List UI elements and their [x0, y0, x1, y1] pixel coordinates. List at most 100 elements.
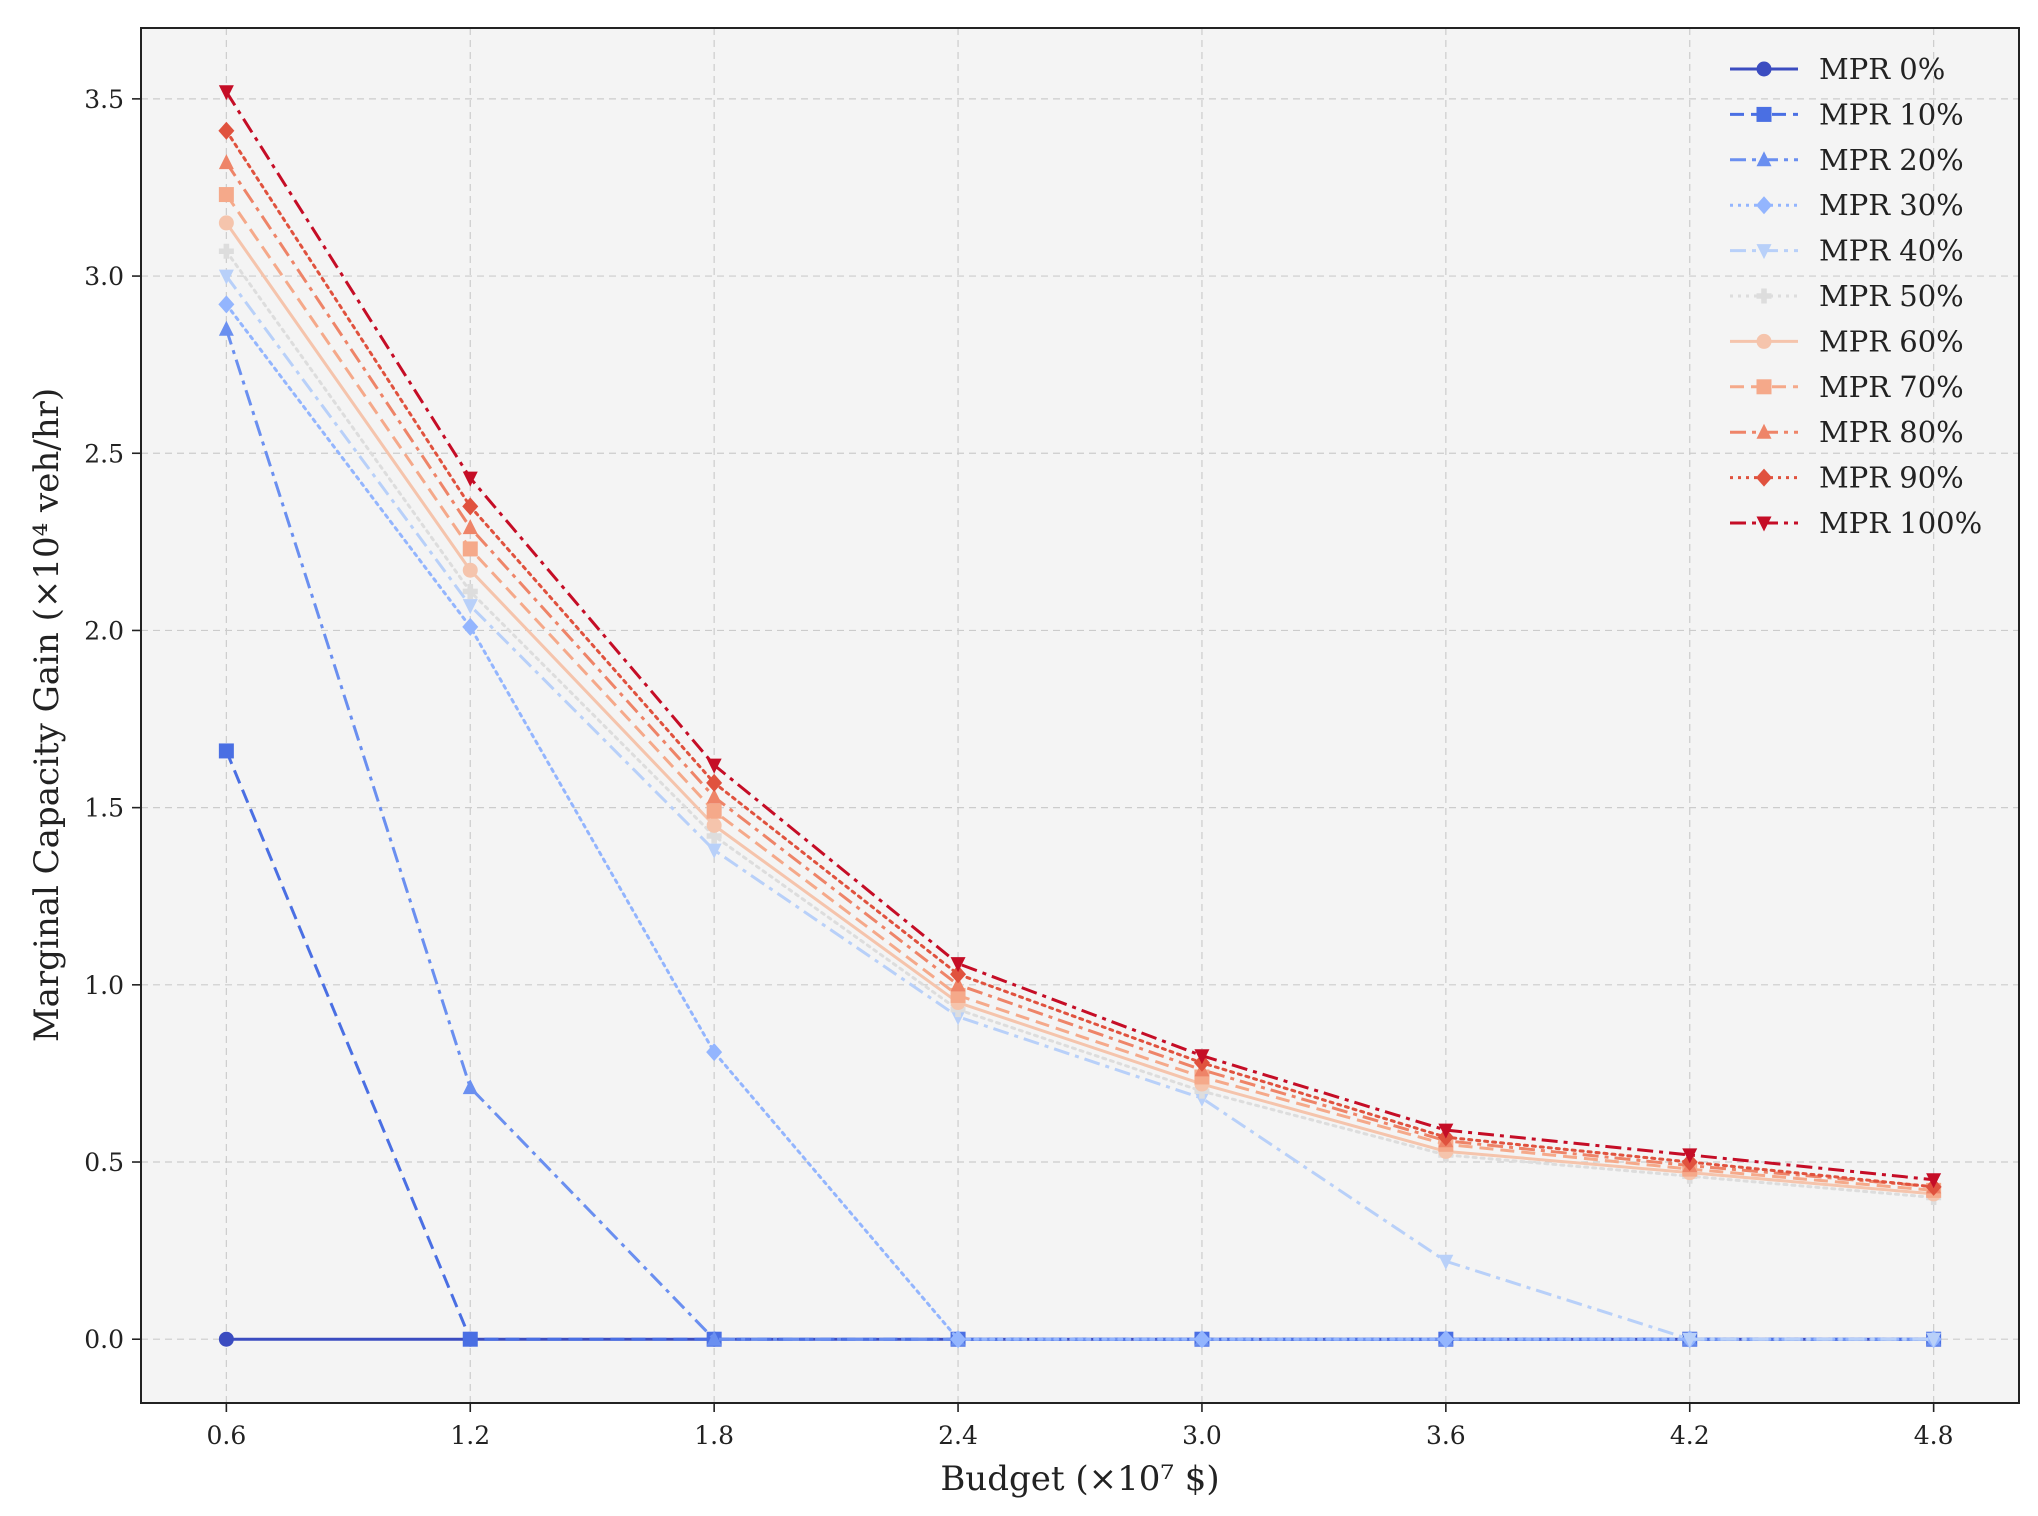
y-axis-label: Marginal Capacity Gain (×10⁴ veh/hr) — [27, 388, 67, 1042]
data-point — [1682, 1332, 1698, 1348]
data-point — [706, 1043, 723, 1062]
series-line — [224, 302, 1936, 1341]
y-tick-label: 0.0 — [84, 1325, 124, 1354]
data-point — [218, 269, 234, 285]
data-point — [218, 187, 234, 203]
data-point — [218, 743, 234, 759]
legend-marker — [1756, 333, 1772, 349]
data-point — [950, 987, 966, 1003]
legend-marker — [1756, 106, 1772, 122]
data-point — [218, 154, 234, 170]
x-tick-label: 2.4 — [938, 1421, 978, 1450]
legend-marker — [1756, 468, 1772, 487]
data-point — [1926, 1173, 1942, 1189]
data-point — [706, 817, 722, 833]
data-point — [218, 295, 235, 314]
series-layer — [218, 85, 1942, 1349]
series-group — [218, 85, 1942, 1189]
data-point — [1682, 1148, 1698, 1164]
data-point — [950, 957, 966, 973]
data-point — [950, 1330, 967, 1349]
data-point — [1437, 1330, 1454, 1349]
data-point — [1438, 1254, 1454, 1270]
series-line — [225, 222, 1934, 1196]
data-point — [462, 541, 478, 557]
data-point — [1193, 1330, 1210, 1349]
data-point — [462, 1079, 478, 1095]
y-tick-label: 0.5 — [84, 1148, 124, 1177]
data-point — [462, 519, 478, 535]
series-line — [225, 275, 1934, 1341]
data-point — [706, 843, 722, 859]
data-point — [218, 320, 234, 336]
series-line — [225, 90, 1934, 1182]
data-point — [706, 828, 722, 844]
data-point — [462, 471, 478, 487]
y-tick-label: 3.5 — [84, 85, 124, 114]
data-point — [462, 617, 479, 636]
data-point — [950, 965, 967, 984]
legend-marker — [1756, 423, 1772, 439]
data-point — [1194, 1091, 1210, 1107]
plot-area — [141, 28, 2019, 1403]
data-point — [706, 1330, 722, 1346]
legend-marker — [1756, 196, 1772, 215]
series-line — [225, 161, 1934, 1189]
series-line — [224, 129, 1936, 1189]
x-tick-label: 1.8 — [694, 1421, 734, 1450]
data-point — [1438, 1123, 1454, 1139]
x-tick-label: 3.6 — [1426, 1421, 1466, 1450]
plot-frame — [140, 27, 2020, 1404]
data-point — [218, 243, 234, 259]
data-point — [462, 599, 478, 615]
legend-label: MPR 90% — [1819, 461, 1964, 495]
legend-marker — [1756, 516, 1772, 532]
legend-label: MPR 20% — [1819, 143, 1964, 177]
x-tick-label: 4.2 — [1670, 1421, 1710, 1450]
series-group — [218, 269, 1942, 1348]
y-tick-label: 1.5 — [84, 794, 124, 823]
data-point — [218, 121, 235, 140]
data-point — [706, 788, 722, 804]
x-tick-label: 3.0 — [1182, 1421, 1222, 1450]
data-point — [462, 562, 478, 578]
data-point — [950, 1010, 966, 1026]
data-point — [706, 803, 722, 819]
data-point — [462, 497, 479, 516]
legend-label: MPR 70% — [1819, 370, 1964, 404]
legend-marker — [1756, 379, 1772, 395]
legend-label: MPR 40% — [1819, 234, 1964, 268]
legend-label: MPR 10% — [1819, 97, 1964, 131]
legend-label: MPR 50% — [1819, 279, 1964, 313]
y-tick-label: 1.0 — [84, 971, 124, 1000]
data-point — [706, 773, 723, 792]
data-point — [462, 1331, 478, 1347]
y-tick-label: 2.0 — [84, 616, 124, 645]
series-group — [218, 187, 1942, 1198]
legend-marker — [1756, 61, 1772, 77]
legend-label: MPR 100% — [1819, 506, 1982, 540]
x-tick-label: 4.8 — [1914, 1421, 1954, 1450]
y-tick-label: 2.5 — [84, 439, 124, 468]
data-point — [218, 85, 234, 101]
legend-label: MPR 80% — [1819, 415, 1964, 449]
legend: MPR 0% MPR 10% MPR 20% MPR 30% MPR 40% MPR 50… — [1730, 52, 1982, 540]
y-tick-label: 3.0 — [84, 262, 124, 291]
grid — [141, 28, 2019, 1403]
series-line — [225, 193, 1934, 1192]
series-line — [224, 249, 1936, 1199]
legend-marker — [1756, 151, 1772, 167]
legend-label: MPR 0% — [1819, 52, 1945, 86]
legend-label: MPR 60% — [1819, 324, 1964, 358]
data-point — [950, 976, 966, 992]
data-point — [706, 758, 722, 774]
x-axis-label: Budget (×10⁷ $) — [940, 1459, 1219, 1499]
data-point — [1926, 1332, 1942, 1348]
data-point — [1194, 1049, 1210, 1065]
data-point — [462, 583, 478, 599]
legend-label: MPR 30% — [1819, 188, 1964, 222]
legend-marker — [1756, 288, 1772, 304]
x-tick-label: 1.2 — [450, 1421, 490, 1450]
data-point — [218, 215, 234, 231]
